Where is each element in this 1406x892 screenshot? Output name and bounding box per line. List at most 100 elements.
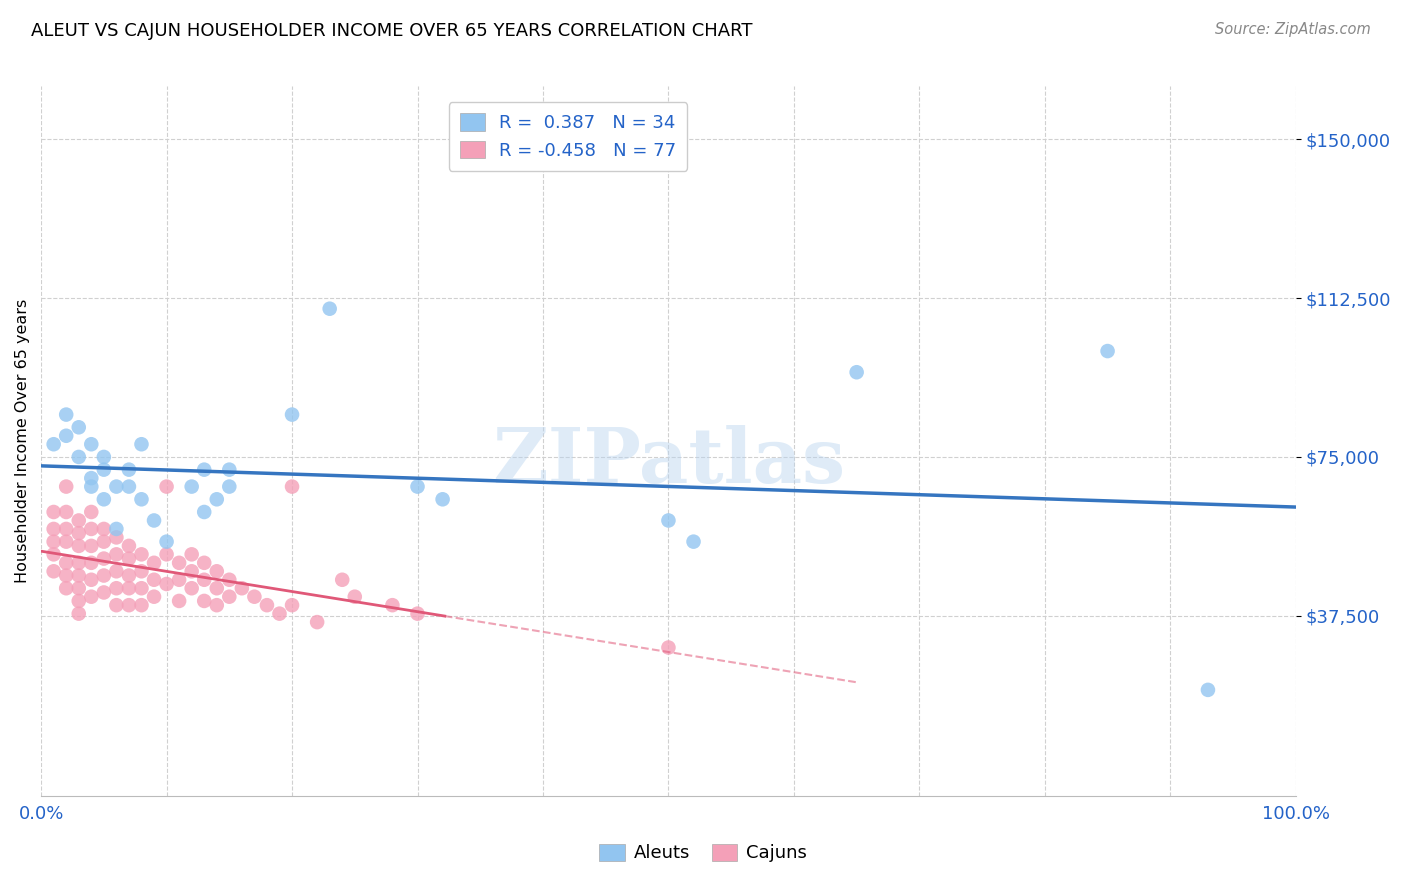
Point bbox=[406, 607, 429, 621]
Point bbox=[155, 577, 177, 591]
Point bbox=[682, 534, 704, 549]
Point bbox=[131, 547, 153, 561]
Point bbox=[67, 450, 90, 464]
Point bbox=[218, 573, 240, 587]
Point bbox=[55, 505, 77, 519]
Point bbox=[80, 556, 103, 570]
Point bbox=[1097, 344, 1119, 359]
Point bbox=[67, 513, 90, 527]
Point bbox=[180, 564, 202, 578]
Point bbox=[105, 581, 128, 595]
Point bbox=[105, 522, 128, 536]
Point bbox=[307, 615, 329, 629]
Point bbox=[118, 551, 141, 566]
Point bbox=[131, 581, 153, 595]
Point bbox=[55, 534, 77, 549]
Point bbox=[105, 530, 128, 544]
Point bbox=[118, 539, 141, 553]
Point bbox=[143, 513, 166, 527]
Legend: Aleuts, Cajuns: Aleuts, Cajuns bbox=[592, 837, 814, 870]
Point bbox=[1197, 682, 1219, 697]
Point bbox=[281, 480, 304, 494]
Point bbox=[131, 564, 153, 578]
Point bbox=[42, 505, 65, 519]
Point bbox=[243, 590, 266, 604]
Point bbox=[845, 365, 868, 379]
Point bbox=[55, 568, 77, 582]
Point bbox=[42, 547, 65, 561]
Point bbox=[155, 547, 177, 561]
Point bbox=[143, 556, 166, 570]
Point bbox=[80, 590, 103, 604]
Point bbox=[42, 534, 65, 549]
Text: ALEUT VS CAJUN HOUSEHOLDER INCOME OVER 65 YEARS CORRELATION CHART: ALEUT VS CAJUN HOUSEHOLDER INCOME OVER 6… bbox=[31, 22, 752, 40]
Point bbox=[93, 534, 115, 549]
Point bbox=[80, 471, 103, 485]
Point bbox=[55, 522, 77, 536]
Point bbox=[55, 556, 77, 570]
Point bbox=[105, 547, 128, 561]
Point bbox=[205, 492, 228, 507]
Point bbox=[118, 581, 141, 595]
Point bbox=[330, 573, 353, 587]
Point bbox=[131, 492, 153, 507]
Point bbox=[42, 522, 65, 536]
Point bbox=[193, 556, 215, 570]
Point bbox=[93, 551, 115, 566]
Point bbox=[155, 480, 177, 494]
Point bbox=[67, 607, 90, 621]
Point bbox=[167, 556, 190, 570]
Point bbox=[269, 607, 291, 621]
Point bbox=[218, 480, 240, 494]
Point bbox=[657, 640, 679, 655]
Point bbox=[205, 581, 228, 595]
Point bbox=[318, 301, 340, 316]
Point bbox=[105, 598, 128, 612]
Point bbox=[67, 581, 90, 595]
Point bbox=[80, 505, 103, 519]
Point bbox=[657, 513, 679, 527]
Point bbox=[105, 564, 128, 578]
Point bbox=[218, 463, 240, 477]
Y-axis label: Householder Income Over 65 years: Householder Income Over 65 years bbox=[15, 299, 30, 583]
Point bbox=[118, 463, 141, 477]
Point bbox=[432, 492, 454, 507]
Point bbox=[167, 594, 190, 608]
Point bbox=[256, 598, 278, 612]
Point bbox=[118, 568, 141, 582]
Point bbox=[67, 556, 90, 570]
Text: Source: ZipAtlas.com: Source: ZipAtlas.com bbox=[1215, 22, 1371, 37]
Point bbox=[67, 420, 90, 434]
Point bbox=[55, 480, 77, 494]
Point bbox=[193, 594, 215, 608]
Point bbox=[67, 526, 90, 541]
Point bbox=[93, 450, 115, 464]
Point bbox=[42, 564, 65, 578]
Point bbox=[155, 534, 177, 549]
Point bbox=[205, 564, 228, 578]
Point bbox=[93, 463, 115, 477]
Point bbox=[80, 573, 103, 587]
Point bbox=[93, 568, 115, 582]
Point bbox=[131, 598, 153, 612]
Point bbox=[93, 492, 115, 507]
Point bbox=[143, 573, 166, 587]
Point bbox=[55, 581, 77, 595]
Point bbox=[406, 480, 429, 494]
Point bbox=[67, 594, 90, 608]
Point bbox=[205, 598, 228, 612]
Point bbox=[180, 581, 202, 595]
Point bbox=[42, 437, 65, 451]
Legend: R =  0.387   N = 34, R = -0.458   N = 77: R = 0.387 N = 34, R = -0.458 N = 77 bbox=[449, 103, 688, 170]
Point bbox=[80, 480, 103, 494]
Point bbox=[143, 590, 166, 604]
Point bbox=[193, 573, 215, 587]
Point bbox=[193, 463, 215, 477]
Point bbox=[281, 598, 304, 612]
Point bbox=[118, 480, 141, 494]
Point bbox=[67, 539, 90, 553]
Point bbox=[218, 590, 240, 604]
Point bbox=[231, 581, 253, 595]
Text: ZIPatlas: ZIPatlas bbox=[492, 425, 845, 500]
Point bbox=[80, 539, 103, 553]
